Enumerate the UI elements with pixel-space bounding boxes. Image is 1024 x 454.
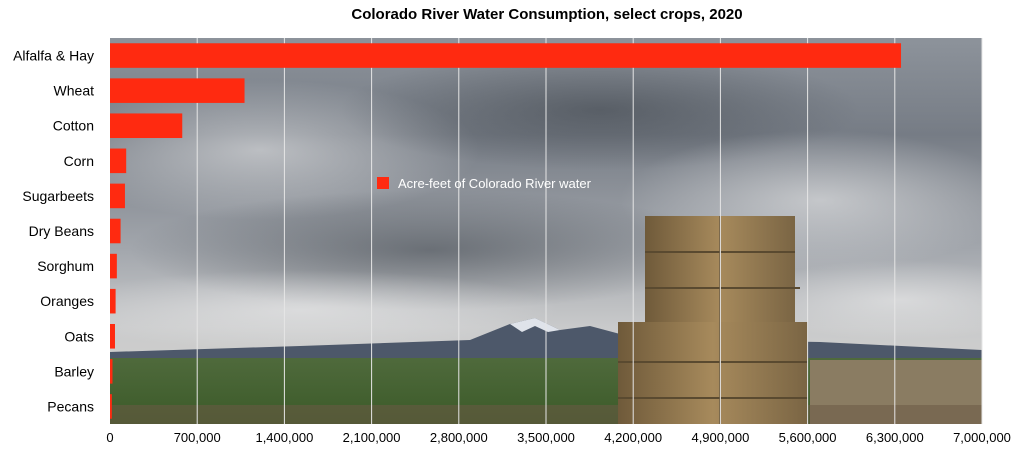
x-tick-label: 3,500,000 [517,430,575,445]
category-label: Oranges [40,293,94,309]
x-axis-tick-labels: 0 700,000 1,400,000 2,100,000 2,800,000 3,500… [106,430,1011,445]
category-labels: Alfalfa & Hay Wheat Cotton Corn Sugarbeets Dr… [13,48,94,415]
bar [110,43,902,68]
grid-lines [196,38,983,424]
x-tick-label: 4,900,000 [691,430,749,445]
bar [110,253,117,279]
category-label: Wheat [54,83,95,99]
category-label: Sorghum [37,258,94,274]
x-tick-label: 4,200,000 [604,430,662,445]
bar [110,288,116,314]
x-tick-label: 0 [106,430,113,445]
category-label: Sugarbeets [22,188,94,204]
category-label: Barley [54,363,94,379]
category-label: Alfalfa & Hay [13,48,94,64]
bar [110,394,112,419]
bar [110,78,245,103]
category-label: Corn [64,153,94,169]
x-tick-label: 1,400,000 [255,430,313,445]
bar [110,183,125,209]
category-label: Oats [64,328,94,344]
x-tick-label: 5,600,000 [779,430,837,445]
bar [110,323,115,349]
x-tick-label: 6,300,000 [866,430,924,445]
bars [110,43,902,419]
bar [110,359,113,384]
chart-title: Colorado River Water Consumption, select… [351,6,742,23]
legend-label: Acre-feet of Colorado River water [398,176,592,191]
hay-bales-image [618,216,808,424]
x-tick-label: 2,800,000 [430,430,488,445]
category-label: Pecans [47,398,94,414]
bar [110,218,121,244]
bar [110,113,183,139]
x-tick-label: 2,100,000 [343,430,401,445]
legend-swatch [377,177,389,189]
category-label: Cotton [53,118,94,134]
bar [110,148,127,174]
category-label: Dry Beans [29,223,94,239]
x-tick-label: 7,000,000 [953,430,1011,445]
x-tick-label: 700,000 [174,430,221,445]
legend: Acre-feet of Colorado River water [377,176,592,191]
